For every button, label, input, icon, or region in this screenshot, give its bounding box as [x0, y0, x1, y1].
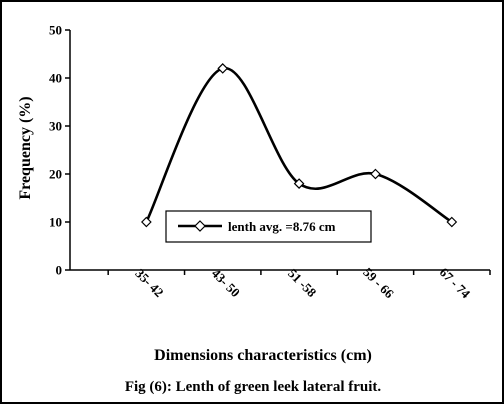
- data-point-marker: [370, 168, 381, 180]
- figure-caption: Fig (6): Lenth of green leek lateral fru…: [125, 379, 382, 395]
- data-point-marker: [217, 63, 229, 74]
- y-axis-title: Frequency (%): [17, 96, 34, 199]
- y-tick-label: 10: [49, 215, 62, 230]
- legend: lenth avg. =8.76 cm: [165, 210, 372, 243]
- data-point-marker: [446, 216, 458, 228]
- data-point-marker: [141, 216, 152, 228]
- legend-marker-diamond: [194, 220, 206, 232]
- series-line: [145, 67, 453, 224]
- y-tick-label: 40: [49, 71, 62, 86]
- y-tick-label: 0: [56, 263, 63, 278]
- legend-label: lenth avg. =8.76 cm: [228, 219, 336, 234]
- y-tick-label: 50: [49, 23, 62, 38]
- y-tick-label: 20: [49, 167, 62, 182]
- y-tick-label: 30: [49, 119, 62, 134]
- x-axis-title: Dimensions characteristics (cm): [154, 347, 372, 364]
- data-point-marker: [293, 178, 305, 189]
- series-layer: [141, 63, 458, 228]
- y-axis: 0 10 20 30 40 50: [49, 23, 71, 278]
